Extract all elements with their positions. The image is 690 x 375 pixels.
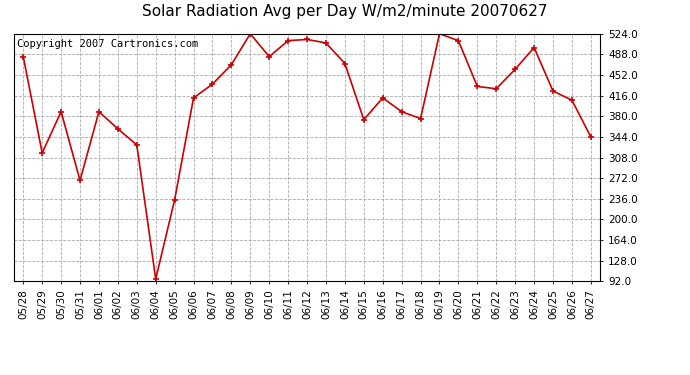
Text: Copyright 2007 Cartronics.com: Copyright 2007 Cartronics.com (17, 39, 198, 49)
Text: Solar Radiation Avg per Day W/m2/minute 20070627: Solar Radiation Avg per Day W/m2/minute … (142, 4, 548, 19)
